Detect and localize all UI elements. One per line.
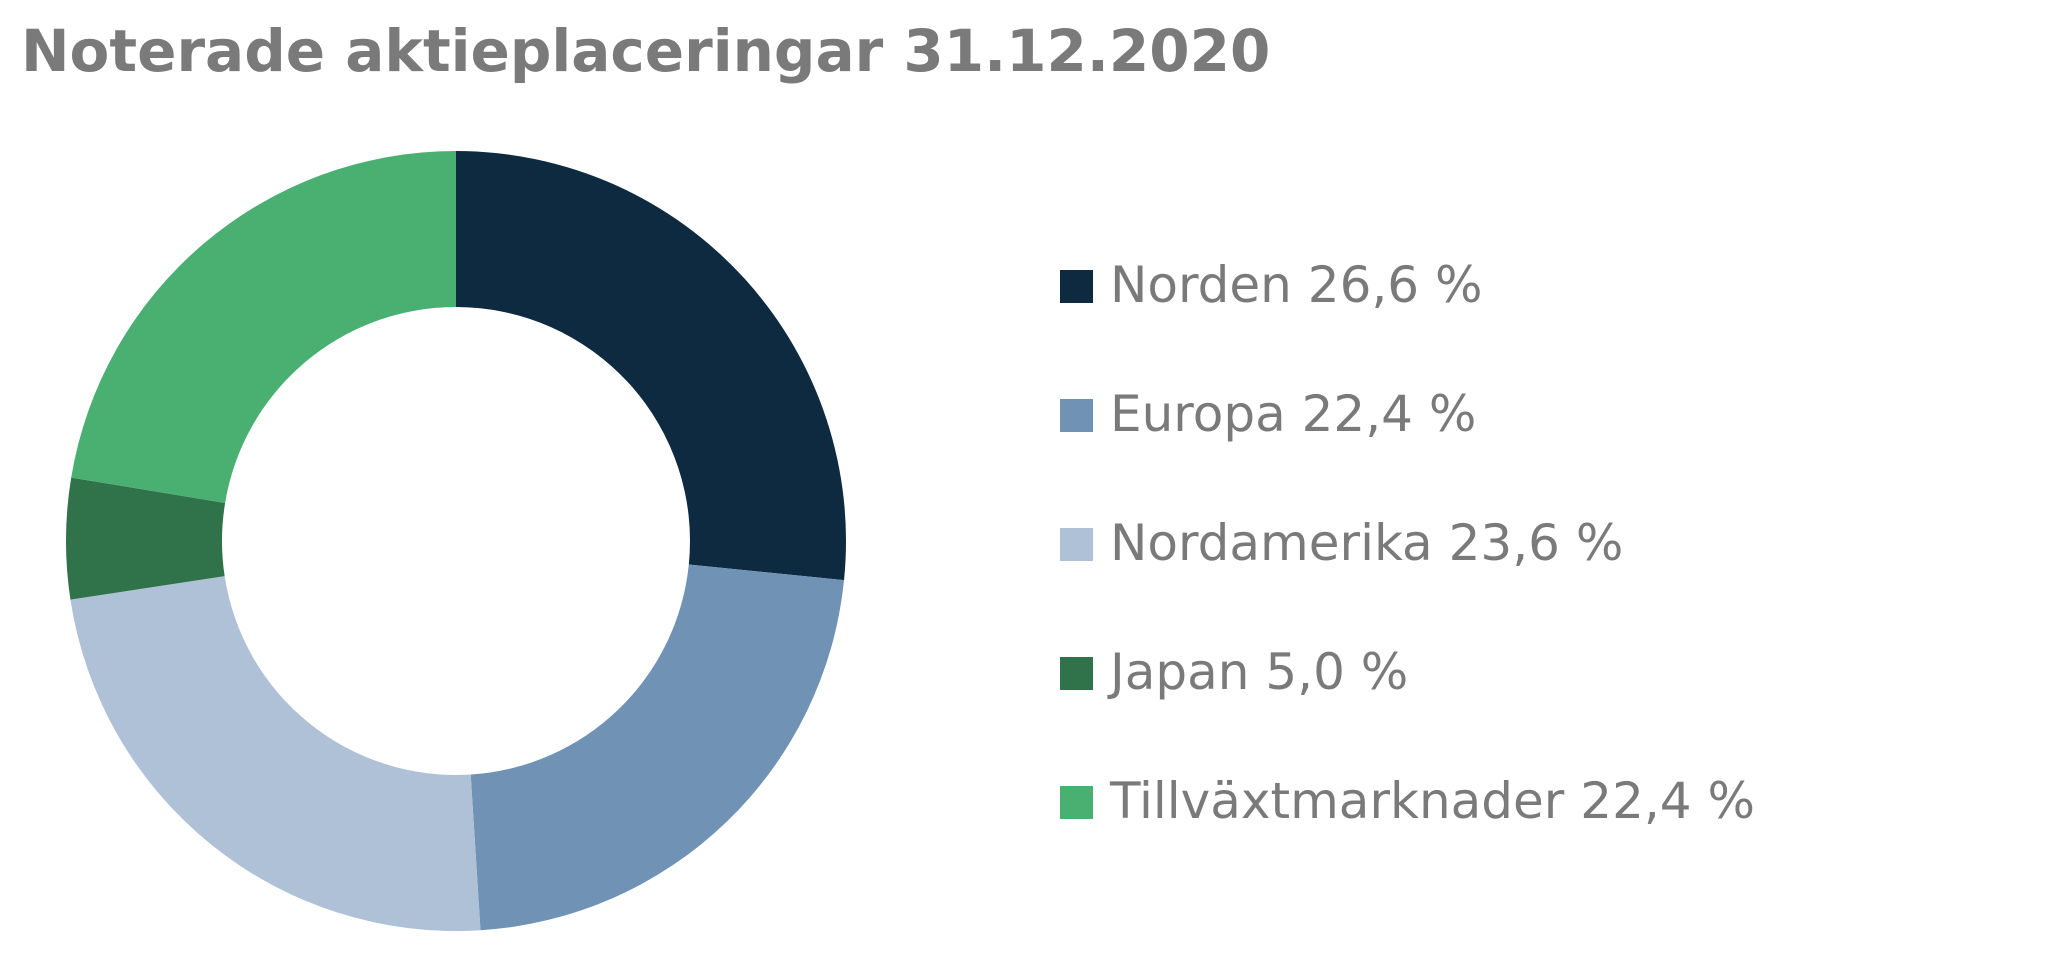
legend-entry: Europa 22,4 % xyxy=(1110,385,1476,443)
legend-label: Europa xyxy=(1110,385,1286,443)
value-label: 26,6 % xyxy=(1308,256,1483,314)
donut-segment xyxy=(70,576,481,931)
legend-swatch xyxy=(1060,399,1093,432)
donut-segment xyxy=(456,151,846,581)
legend-label: Nordamerika xyxy=(1110,514,1433,572)
legend-swatch xyxy=(1060,270,1093,303)
donut-segment xyxy=(71,151,457,503)
legend-swatch xyxy=(1060,528,1093,561)
chart-title: Noterade aktieplaceringar 31.12.2020 xyxy=(21,17,1270,85)
legend-label: Japan xyxy=(1107,643,1249,701)
value-label: 23,6 % xyxy=(1449,514,1624,572)
value-label: 22,4 % xyxy=(1580,772,1755,830)
donut-segment xyxy=(65,477,226,600)
legend-label: Tillväxtmarknader xyxy=(1109,772,1565,830)
legend-swatch xyxy=(1060,786,1093,819)
legend-entry: Norden 26,6 % xyxy=(1110,256,1483,314)
legend-entry: Japan 5,0 % xyxy=(1107,643,1408,701)
legend-entry: Tillväxtmarknader 22,4 % xyxy=(1109,772,1755,830)
value-label: 22,4 % xyxy=(1302,385,1477,443)
legend-label: Norden xyxy=(1110,256,1292,314)
legend-swatch xyxy=(1060,657,1093,690)
donut-segment xyxy=(470,564,845,931)
value-label: 5,0 % xyxy=(1265,643,1408,701)
legend-entry: Nordamerika 23,6 % xyxy=(1110,514,1623,572)
